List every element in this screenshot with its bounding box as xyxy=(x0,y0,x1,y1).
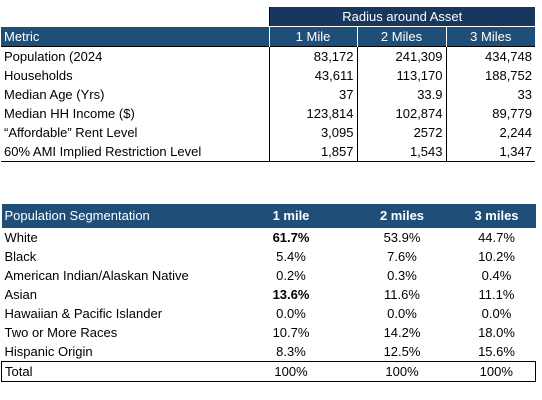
segment-label: Black xyxy=(4,249,37,264)
table-row: Population (2024 83,172 241,309 434,748 xyxy=(1,46,535,66)
column-header-2-miles: 2 miles xyxy=(346,204,458,228)
value-3-miles: 44.7% xyxy=(478,230,515,245)
value-3-miles: 1,347 xyxy=(445,142,535,162)
value-3-miles: 188,752 xyxy=(445,66,535,85)
column-header-row: Metric 1 Mile 2 Miles 3 Miles xyxy=(1,26,535,47)
total-label: Total xyxy=(1,361,236,382)
group-header-row: Radius around Asset xyxy=(1,7,535,27)
value-1-mile: 5.4% xyxy=(276,249,306,264)
table-row: White 61.7% 53.9% 44.7% xyxy=(2,228,536,247)
segment-label: Two or More Races xyxy=(4,325,118,340)
table-row: Hawaiian & Pacific Islander 0.0% 0.0% 0.… xyxy=(2,304,536,323)
segment-label: American Indian/Alaskan Native xyxy=(4,268,189,283)
value-2-miles: 7.6% xyxy=(387,249,417,264)
segment-label: White xyxy=(4,230,38,245)
value-1-mile: 0.2% xyxy=(276,268,306,283)
value-2-miles: 11.6% xyxy=(384,287,420,302)
value-1-mile: 1,857 xyxy=(268,142,357,162)
metric-label: 60% AMI Implied Restriction Level xyxy=(1,142,269,162)
value-2-miles: 33.9 xyxy=(356,85,446,104)
column-header-2-miles: 2 Miles xyxy=(356,26,446,47)
column-header-row: Population Segmentation 1 mile 2 miles 3… xyxy=(1,204,536,228)
table-row: Households 43,611 113,170 188,752 xyxy=(1,66,535,85)
value-2-miles: 0.0% xyxy=(387,306,417,321)
value-2-miles: 113,170 xyxy=(356,66,446,85)
value-2-miles: 14.2% xyxy=(383,325,421,340)
value-2-miles: 2572 xyxy=(356,123,446,142)
column-header-segmentation: Population Segmentation xyxy=(1,204,236,228)
column-header-metric: Metric xyxy=(1,26,269,47)
value-1-mile: 10.7% xyxy=(272,325,310,340)
radius-metrics-table: Radius around Asset Metric 1 Mile 2 Mile… xyxy=(1,7,535,162)
metric-label: Median Age (Yrs) xyxy=(4,87,105,102)
value-1-mile: 0.0% xyxy=(276,306,306,321)
value-3-miles: 0.4% xyxy=(481,268,512,283)
value-3-miles: 11.1% xyxy=(478,287,515,302)
value-2-miles: 1,543 xyxy=(356,142,446,162)
column-header-1-mile: 1 mile xyxy=(235,204,347,228)
value-2-miles: 0.3% xyxy=(387,268,417,283)
value-1-mile: 61.7% xyxy=(272,230,310,245)
segment-label: Hawaiian & Pacific Islander xyxy=(4,306,163,321)
value-1-mile: 43,611 xyxy=(268,66,357,85)
metric-label: “Affordable” Rent Level xyxy=(4,125,138,140)
total-row: Total 100% 100% 100% xyxy=(1,361,536,382)
value-2-miles: 102,874 xyxy=(356,104,446,123)
blank-header-cell xyxy=(1,7,269,27)
value-3-miles: 434,748 xyxy=(445,46,535,66)
value-3-miles: 15.6% xyxy=(478,344,515,359)
value-1-mile: 123,814 xyxy=(268,104,357,123)
table-row: “Affordable” Rent Level 3,095 2572 2,244 xyxy=(1,123,535,142)
value-3-miles: 2,244 xyxy=(445,123,535,142)
value-3-miles: 89,779 xyxy=(445,104,535,123)
metric-label: Median HH Income ($) xyxy=(4,106,135,121)
table-row: Black 5.4% 7.6% 10.2% xyxy=(2,247,536,266)
table-row: American Indian/Alaskan Native 0.2% 0.3%… xyxy=(2,266,536,285)
population-segmentation-table: Population Segmentation 1 mile 2 miles 3… xyxy=(1,204,536,382)
value-3-miles: 33 xyxy=(445,85,535,104)
value-3-miles: 0.0% xyxy=(481,306,512,321)
segment-label: Hispanic Origin xyxy=(4,344,93,359)
column-header-3-miles: 3 miles xyxy=(457,204,536,228)
total-1-mile: 100% xyxy=(235,361,347,382)
value-3-miles: 18.0% xyxy=(478,325,515,340)
value-1-mile: 13.6% xyxy=(272,287,310,302)
table-row: Asian 13.6% 11.6% 11.1% xyxy=(2,285,536,304)
total-3-miles: 100% xyxy=(457,361,536,382)
value-2-miles: 241,309 xyxy=(356,46,446,66)
metric-label: Households xyxy=(4,68,73,83)
segment-label: Asian xyxy=(4,287,38,302)
column-header-1-mile: 1 Mile xyxy=(268,26,357,47)
value-1-mile: 3,095 xyxy=(268,123,357,142)
table-row: 60% AMI Implied Restriction Level 1,857 … xyxy=(1,142,535,162)
value-2-miles: 12.5% xyxy=(383,344,421,359)
value-1-mile: 37 xyxy=(268,85,357,104)
value-2-miles: 53.9% xyxy=(383,230,421,245)
metric-label: Population (2024 xyxy=(1,46,269,66)
column-header-3-miles: 3 Miles xyxy=(445,26,535,47)
table-row: Two or More Races 10.7% 14.2% 18.0% xyxy=(2,323,536,342)
table-row: Median HH Income ($) 123,814 102,874 89,… xyxy=(1,104,535,123)
value-1-mile: 8.3% xyxy=(276,344,306,359)
radius-group-header: Radius around Asset xyxy=(268,7,535,27)
table-row: Median Age (Yrs) 37 33.9 33 xyxy=(1,85,535,104)
total-2-miles: 100% xyxy=(346,361,458,382)
value-3-miles: 10.2% xyxy=(478,249,515,264)
value-1-mile: 83,172 xyxy=(268,46,357,66)
table-row: Hispanic Origin 8.3% 12.5% 15.6% xyxy=(2,342,536,362)
